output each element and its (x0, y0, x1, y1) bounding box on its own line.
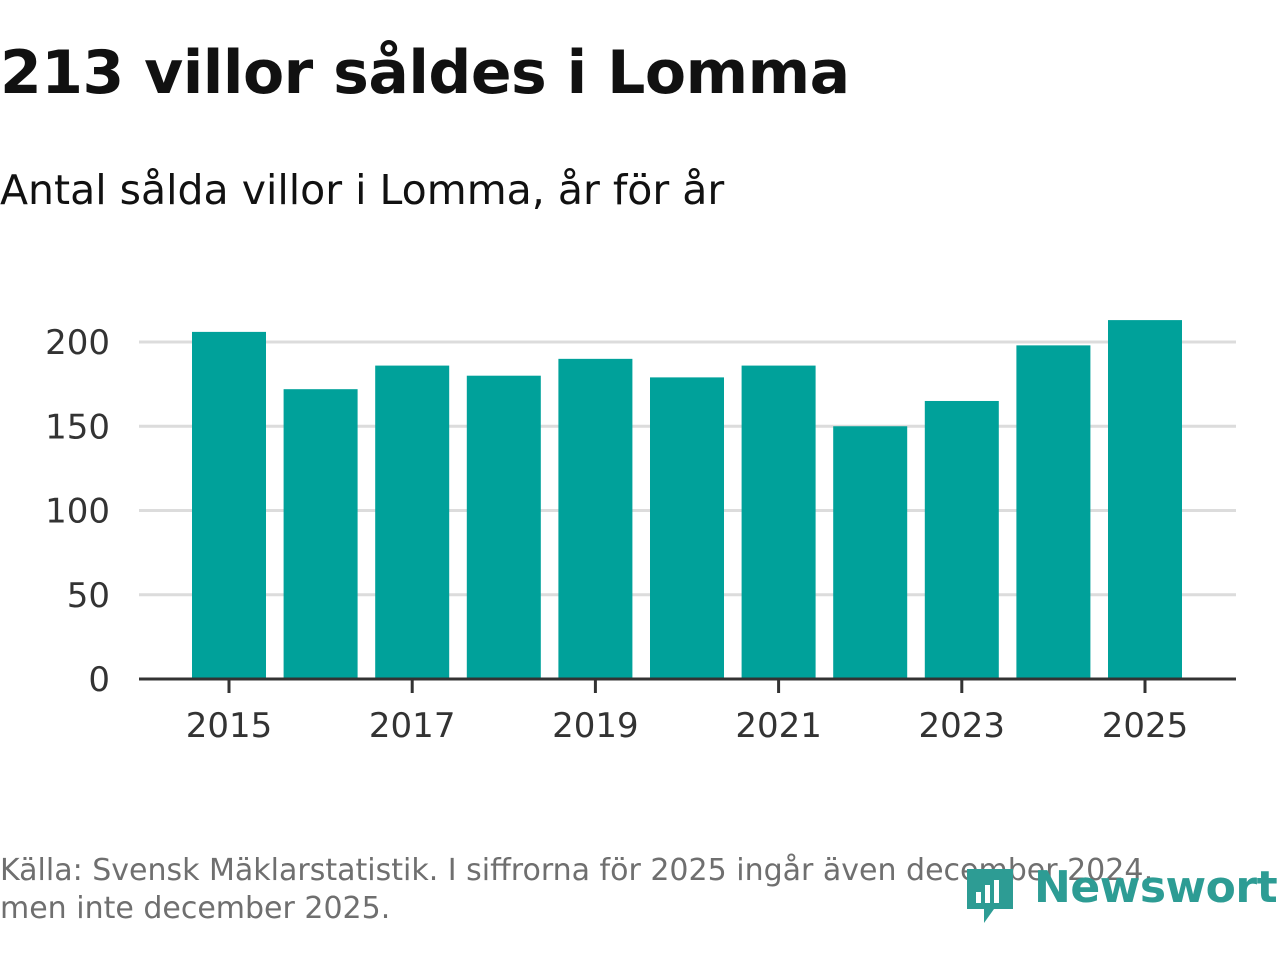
bar-2020 (650, 377, 724, 679)
bar-2024 (1016, 345, 1091, 679)
bar-2022 (833, 426, 908, 679)
bar-2017 (375, 365, 450, 679)
chart-subtitle: Antal sålda villor i Lomma, år för år (0, 166, 725, 214)
x-axis-ticks: 2015 2017 2019 2021 2023 2025 (186, 679, 1189, 746)
x-tick-label: 2019 (552, 706, 639, 746)
y-axis-ticks: 0 50 100 150 200 (45, 323, 110, 700)
newsworthy-logo-icon (967, 869, 1013, 923)
bar-2016 (283, 389, 358, 679)
bar-2019 (558, 358, 633, 679)
bars (192, 320, 1182, 679)
bar-2023 (924, 400, 999, 679)
y-tick-label: 50 (67, 576, 110, 616)
y-tick-label: 100 (45, 492, 110, 532)
y-tick-label: 0 (88, 660, 110, 700)
source-note: Källa: Svensk Mäklarstatistik. I siffror… (0, 853, 1153, 926)
newsworthy-logo-text: Newsworthy (1034, 862, 1280, 913)
x-tick-label: 2021 (735, 706, 822, 746)
bar-2021 (741, 365, 816, 679)
bar-2018 (466, 375, 541, 679)
chart-title: 213 villor såldes i Lomma (0, 38, 850, 108)
bar-2015 (192, 331, 266, 679)
x-tick-label: 2025 (1102, 706, 1189, 746)
x-tick-label: 2017 (369, 706, 456, 746)
y-tick-label: 150 (45, 407, 110, 447)
bar-2025 (1108, 320, 1182, 679)
bar-chart: 0 50 100 150 200 2015 2017 2019 2021 2023 2025 (45, 320, 1236, 746)
x-tick-label: 2023 (919, 706, 1006, 746)
y-tick-label: 200 (45, 323, 110, 363)
newsworthy-logo: Newsworthy (964, 862, 1280, 928)
x-tick-label: 2015 (186, 706, 273, 746)
